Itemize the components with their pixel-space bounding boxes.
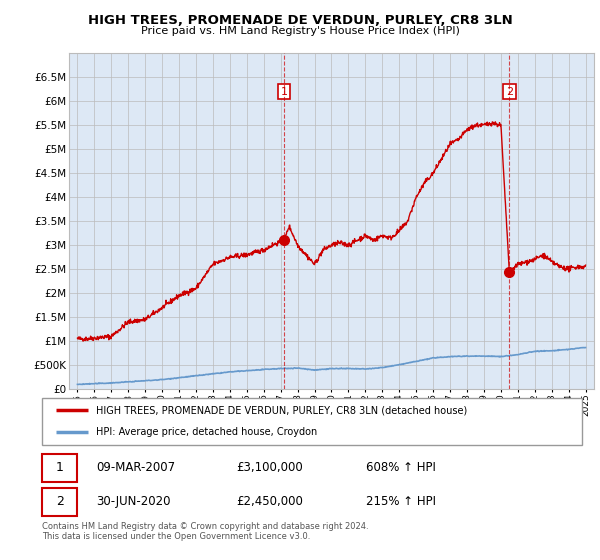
Text: Price paid vs. HM Land Registry's House Price Index (HPI): Price paid vs. HM Land Registry's House … xyxy=(140,26,460,36)
Text: Contains HM Land Registry data © Crown copyright and database right 2024.
This d: Contains HM Land Registry data © Crown c… xyxy=(42,522,368,542)
Text: 2: 2 xyxy=(56,494,64,508)
Text: 1: 1 xyxy=(56,461,64,474)
Text: 215% ↑ HPI: 215% ↑ HPI xyxy=(366,494,436,508)
Bar xyxy=(42,454,77,482)
Text: £3,100,000: £3,100,000 xyxy=(236,461,303,474)
Text: HPI: Average price, detached house, Croydon: HPI: Average price, detached house, Croy… xyxy=(96,427,317,437)
Text: 1: 1 xyxy=(280,87,287,97)
Text: 608% ↑ HPI: 608% ↑ HPI xyxy=(366,461,436,474)
Text: HIGH TREES, PROMENADE DE VERDUN, PURLEY, CR8 3LN: HIGH TREES, PROMENADE DE VERDUN, PURLEY,… xyxy=(88,14,512,27)
Text: 2: 2 xyxy=(506,87,513,97)
Bar xyxy=(42,488,77,516)
Text: 09-MAR-2007: 09-MAR-2007 xyxy=(96,461,175,474)
Text: 30-JUN-2020: 30-JUN-2020 xyxy=(96,494,170,508)
Text: HIGH TREES, PROMENADE DE VERDUN, PURLEY, CR8 3LN (detached house): HIGH TREES, PROMENADE DE VERDUN, PURLEY,… xyxy=(96,405,467,416)
Text: £2,450,000: £2,450,000 xyxy=(236,494,303,508)
